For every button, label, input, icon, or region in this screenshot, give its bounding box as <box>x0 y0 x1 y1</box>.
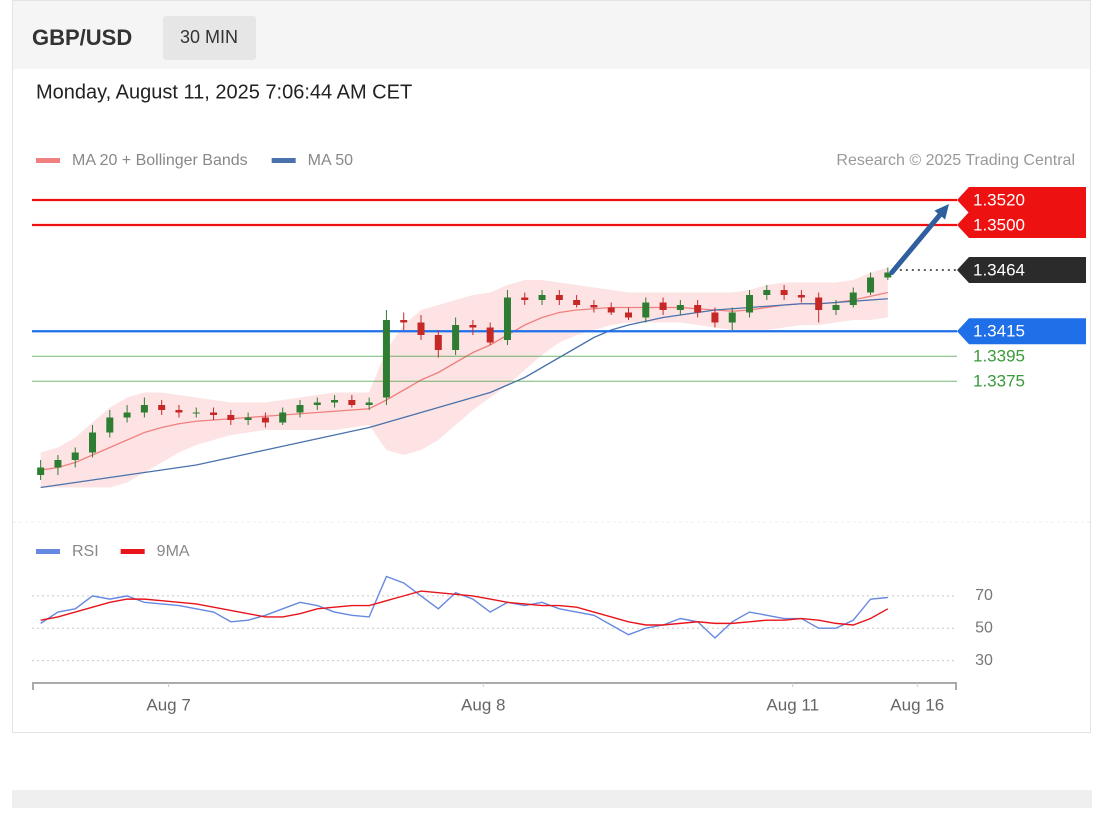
bollinger-band <box>40 267 888 488</box>
x-tick-label: Aug 16 <box>890 695 944 714</box>
candle-body <box>797 295 805 298</box>
y-tick-label: 50 <box>975 619 993 636</box>
candle-body <box>210 412 218 415</box>
candle-body <box>158 405 166 410</box>
interval: 30 MIN <box>180 27 238 47</box>
target-arrowhead <box>934 204 949 220</box>
candle-body <box>89 432 97 453</box>
candle-body <box>728 312 736 323</box>
candle-body <box>400 320 408 323</box>
candle-body <box>227 415 235 420</box>
candle-body <box>590 305 598 308</box>
candle-body <box>140 405 148 413</box>
level-label: 1.3464 <box>973 260 1025 279</box>
candle-body <box>624 312 632 318</box>
rsi-line <box>40 590 889 626</box>
candle-body <box>37 467 45 475</box>
candle-body <box>417 322 425 335</box>
x-tick-label: Aug 8 <box>461 695 505 714</box>
candle-body <box>538 295 546 300</box>
candle-body <box>884 272 892 278</box>
candle-body <box>106 417 114 433</box>
candle-body <box>261 417 269 423</box>
candle-body <box>746 295 754 313</box>
x-tick-label: Aug 11 <box>766 695 819 714</box>
footer-bar <box>12 790 1092 808</box>
level-label: 1.3395 <box>973 347 1025 366</box>
candle-body <box>434 335 442 350</box>
candle-body <box>296 405 304 413</box>
legend-label: MA 50 <box>308 152 353 169</box>
interval-badge <box>163 16 256 60</box>
y-tick-label: 70 <box>975 587 993 604</box>
candle-body <box>867 277 875 293</box>
candle-body <box>244 417 252 420</box>
rsi-line <box>40 575 888 639</box>
level-box <box>957 257 1086 283</box>
level-label: 1.3520 <box>973 190 1025 209</box>
candle-body <box>832 305 840 310</box>
candle-body <box>365 402 373 405</box>
legend-swatch <box>36 549 60 554</box>
legend-swatch <box>36 158 60 163</box>
candle-body <box>279 412 287 423</box>
candle-body <box>486 327 494 343</box>
candle-body <box>573 300 581 305</box>
level-label: 1.3500 <box>973 215 1025 234</box>
candle-body <box>849 292 857 305</box>
timestamp: Monday, August 11, 2025 7:06:44 AM CET <box>36 81 412 103</box>
candle-body <box>521 297 529 300</box>
candle-body <box>331 400 339 403</box>
candle-body <box>452 325 460 350</box>
legend-label: RSI <box>72 543 99 560</box>
level-box <box>957 187 1086 213</box>
legend-label: MA 20 + Bollinger Bands <box>72 152 248 169</box>
candle-body <box>175 410 183 413</box>
y-tick-label: 30 <box>975 652 993 669</box>
candle-body <box>676 305 684 310</box>
target-arrow <box>889 207 947 275</box>
symbol: GBP/USD <box>32 25 132 50</box>
legend-swatch <box>120 549 145 554</box>
candle-body <box>815 297 823 310</box>
candle-body <box>607 307 615 313</box>
level-label: 1.3415 <box>973 322 1025 341</box>
level-box <box>957 318 1086 345</box>
level-label: 1.3375 <box>973 372 1025 391</box>
level-box <box>957 212 1086 238</box>
card <box>12 0 1091 733</box>
candle-body <box>192 412 200 414</box>
candle-body <box>780 290 788 295</box>
candle-body <box>659 302 667 310</box>
credit: Research © 2025 Trading Central <box>836 152 1075 169</box>
candle-body <box>642 302 650 318</box>
candle-body <box>555 295 563 300</box>
candle-body <box>382 320 390 398</box>
candle-body <box>711 312 719 323</box>
candle-body <box>71 452 79 460</box>
candle-body <box>469 325 477 328</box>
candle-body <box>503 297 511 340</box>
legend-swatch <box>271 158 296 163</box>
x-tick-label: Aug 7 <box>146 695 190 714</box>
candle-body <box>313 402 321 405</box>
candle-body <box>763 290 771 295</box>
legend-label: 9MA <box>157 543 190 560</box>
candle-body <box>54 460 62 468</box>
candle-body <box>123 412 131 418</box>
candle-body <box>694 305 702 313</box>
candle-body <box>348 400 356 405</box>
